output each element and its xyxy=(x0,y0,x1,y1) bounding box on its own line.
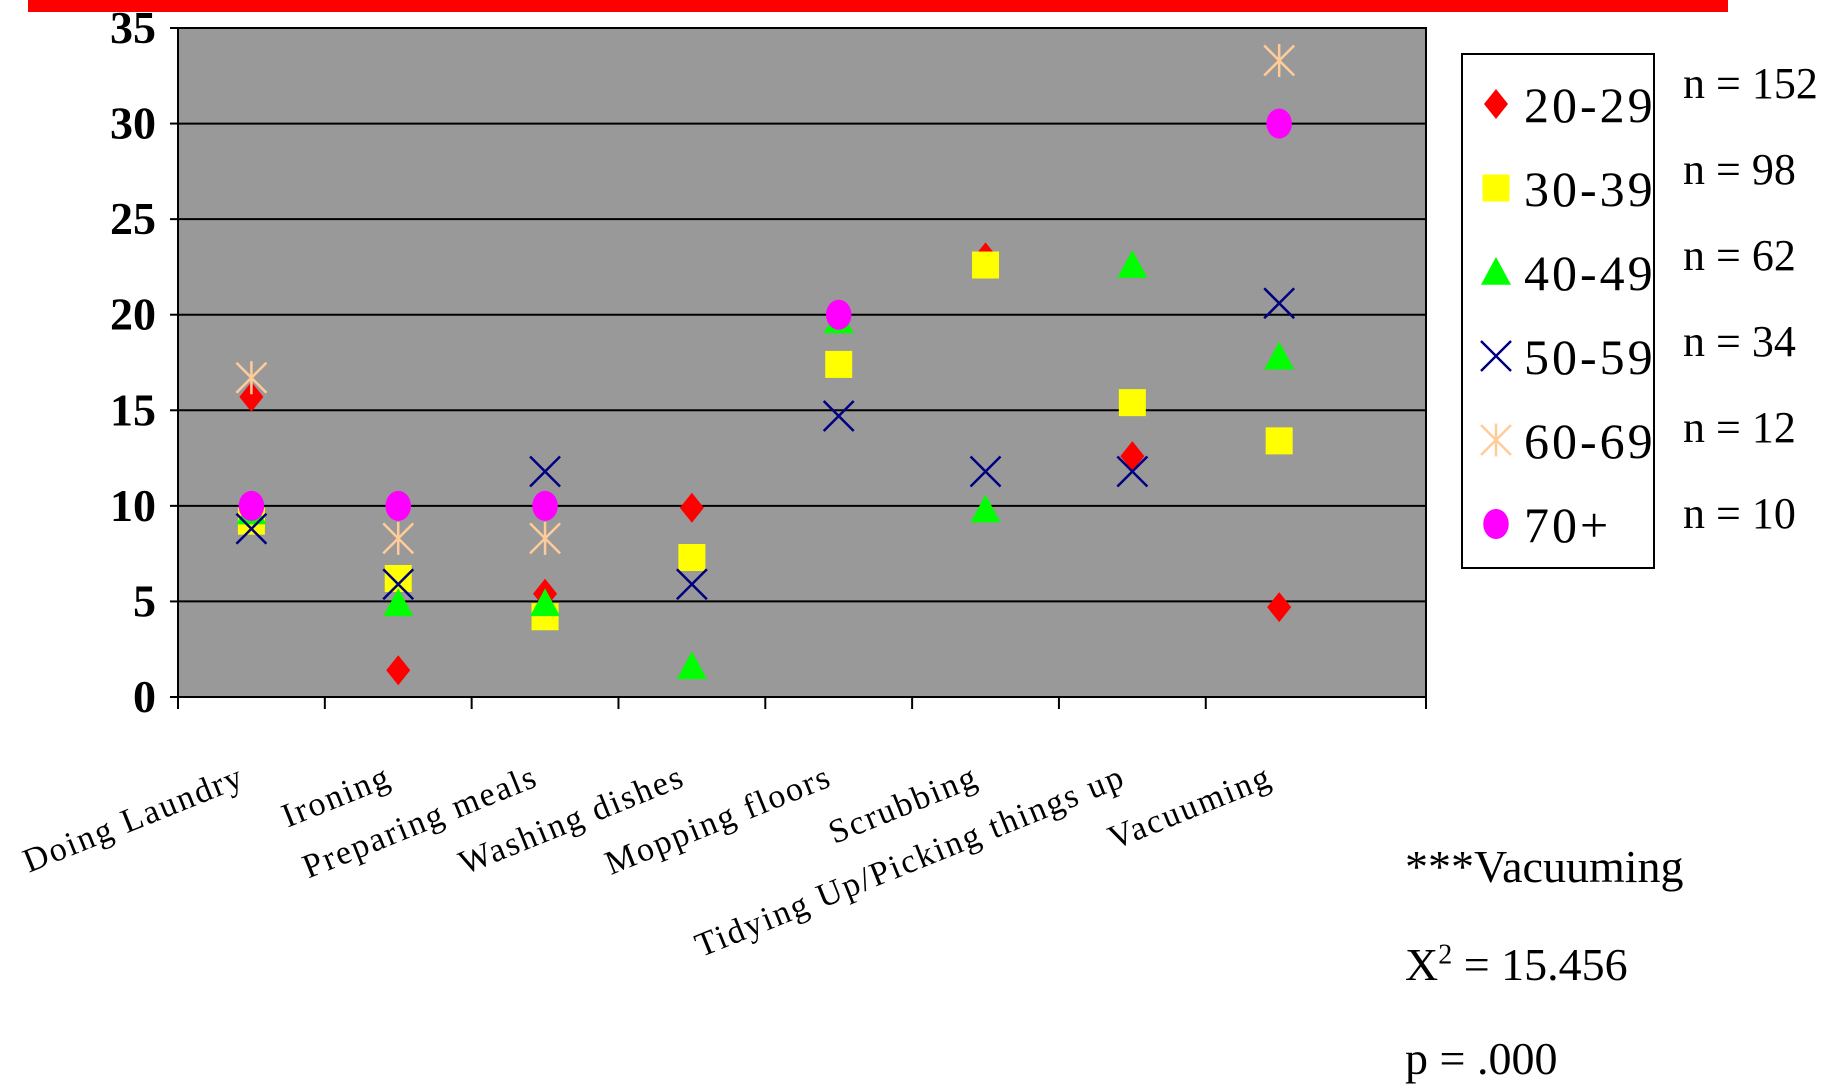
legend-label: 60-69 xyxy=(1524,413,1656,469)
sample-size-label: n = 34 xyxy=(1683,317,1796,366)
marker-70+-mopping-floors xyxy=(825,299,852,330)
legend-marker-60-69 xyxy=(1480,423,1512,457)
sample-size-label: n = 10 xyxy=(1683,489,1796,538)
plot-area xyxy=(177,27,1427,698)
marker-50-59-ironing xyxy=(382,568,415,601)
marker-60-69-ironing xyxy=(382,521,415,555)
chi-symbol: X xyxy=(1405,939,1439,990)
marker-50-59-mopping-floors xyxy=(822,400,855,432)
marker-60-69-preparing-meals xyxy=(529,521,561,555)
marker-60-69-doing-laundry xyxy=(235,361,268,395)
legend-marker-70+ xyxy=(1483,509,1509,539)
legend: 20-29 30-39 40-49 50-59 60-69 70+ xyxy=(1461,53,1656,569)
marker-40-49-scrubbing xyxy=(970,494,1001,523)
x-tick-label: Vacuuming xyxy=(1103,758,1277,857)
legend-label: 20-29 xyxy=(1524,77,1656,133)
marker-50-59-tidying-up-picking-things-up xyxy=(1116,455,1149,488)
marker-50-59-washing-dishes xyxy=(675,568,708,601)
legend-label: 30-39 xyxy=(1524,161,1656,217)
marker-30-39-mopping-floors xyxy=(825,350,853,378)
marker-30-39-ironing xyxy=(384,564,412,592)
chi-number: = 15.456 xyxy=(1452,939,1628,990)
marker-70+-ironing xyxy=(385,490,411,521)
marker-60-69-vacuuming xyxy=(1263,43,1296,77)
marker-40-49-tidying-up-picking-things-up xyxy=(1117,250,1148,278)
marker-50-59-preparing-meals xyxy=(529,455,561,488)
y-tick-label: 10 xyxy=(110,480,156,531)
marker-30-39-vacuuming xyxy=(1265,427,1293,455)
plot-background xyxy=(177,27,1427,698)
legend-label: 70+ xyxy=(1524,497,1611,553)
marker-40-49-vacuuming xyxy=(1264,341,1295,370)
stats-heading: ***Vacuuming xyxy=(1405,841,1684,892)
marker-20-29-washing-dishes xyxy=(679,492,704,523)
marker-40-49-ironing xyxy=(383,588,414,617)
marker-50-59-scrubbing xyxy=(969,455,1002,488)
p-value: p = .000 xyxy=(1405,1033,1558,1084)
y-tick-label: 20 xyxy=(110,289,156,340)
sample-size-label: n = 98 xyxy=(1683,145,1796,194)
sample-size-label: n = 152 xyxy=(1683,59,1818,108)
marker-40-49-preparing-meals xyxy=(530,588,561,617)
marker-30-39-tidying-up-picking-things-up xyxy=(1118,389,1146,417)
marker-70+-vacuuming xyxy=(1266,108,1292,139)
legend-marker-20-29 xyxy=(1484,89,1508,119)
y-axis: 0 5 10 15 20 25 30 35 xyxy=(110,2,179,722)
data-points xyxy=(235,43,1296,686)
chi-superscript: 2 xyxy=(1438,939,1453,971)
legend-label: 40-49 xyxy=(1524,245,1656,301)
x-tick-label: Doing Laundry xyxy=(18,758,249,880)
y-tick-label: 0 xyxy=(133,671,156,722)
marker-20-29-doing-laundry xyxy=(239,381,264,412)
y-tick-label: 5 xyxy=(133,575,156,626)
legend-box xyxy=(1461,53,1655,569)
marker-20-29-ironing xyxy=(386,655,411,686)
y-tick-label: 30 xyxy=(110,98,156,149)
marker-70+-doing-laundry xyxy=(238,490,265,521)
marker-30-39-washing-dishes xyxy=(678,543,706,571)
sample-size-label: n = 62 xyxy=(1683,231,1796,280)
legend-marker-40-49 xyxy=(1481,257,1511,285)
marker-20-29-tidying-up-picking-things-up xyxy=(1120,441,1145,472)
legend-marker-50-59 xyxy=(1480,340,1512,372)
marker-50-59-vacuuming xyxy=(1263,287,1296,320)
marker-30-39-scrubbing xyxy=(972,251,1000,279)
y-tick-label: 25 xyxy=(110,193,156,244)
y-tick-label: 15 xyxy=(110,384,156,435)
sample-size-label: n = 12 xyxy=(1683,403,1796,452)
marker-50-59-doing-laundry xyxy=(235,512,268,545)
title-banner-stripe xyxy=(28,0,1728,12)
y-tick-label: 35 xyxy=(110,2,156,53)
chi-square-value: X2 = 15.456 xyxy=(1405,938,1628,991)
marker-20-29-vacuuming xyxy=(1267,592,1292,623)
legend-label: 50-59 xyxy=(1524,329,1656,385)
marker-70+-preparing-meals xyxy=(532,490,558,521)
legend-marker-30-39 xyxy=(1482,174,1510,202)
marker-40-49-washing-dishes xyxy=(676,651,707,680)
